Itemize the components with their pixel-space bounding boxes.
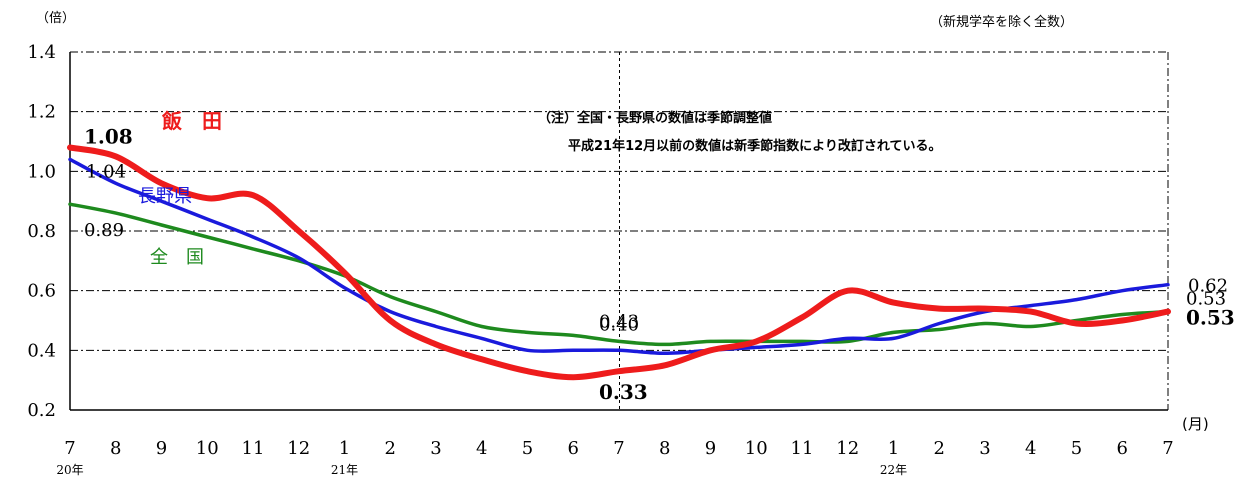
value-labels: 1.081.040.890.430.400.330.620.530.53 <box>84 124 1235 404</box>
x-unit-label: (月) <box>1182 415 1209 433</box>
x-tick-label: 4 <box>476 438 487 459</box>
x-tick-label: 10 <box>745 438 768 459</box>
x-tick-label: 10 <box>196 438 219 459</box>
data-label: 0.53 <box>1186 306 1235 330</box>
legend-nagano: 長野県 <box>138 186 192 207</box>
year-label: 22年 <box>880 463 907 477</box>
x-tick-label: 7 <box>613 438 624 459</box>
x-tick-label: 6 <box>568 438 579 459</box>
data-label: 0.33 <box>599 380 648 404</box>
series-line-zenkoku <box>68 202 1170 347</box>
y-tick-label: 0.2 <box>27 400 56 421</box>
year-label: 21年 <box>331 463 358 477</box>
data-label: 1.04 <box>86 161 126 182</box>
x-tick-label: 6 <box>1117 438 1128 459</box>
data-label: 0.40 <box>599 314 639 335</box>
x-tick-label: 2 <box>385 438 396 459</box>
y-tick-label: 0.6 <box>27 281 56 302</box>
data-label: 0.89 <box>84 220 124 241</box>
legend-iida: 飯 田 <box>161 109 222 133</box>
data-label: 0.62 <box>1188 276 1228 297</box>
data-label: 0.43 <box>599 311 639 332</box>
axes <box>69 52 1169 411</box>
data-label: 1.08 <box>84 124 133 148</box>
x-tick-label: 9 <box>705 438 716 459</box>
x-tick-label: 11 <box>791 438 814 459</box>
y-tick-label: 1.0 <box>27 161 56 182</box>
note-line-2: 平成21年12月以前の数値は新季節指数により改訂されている。 <box>568 138 942 154</box>
x-tick-label: 7 <box>64 438 75 459</box>
x-tick-label: 1 <box>888 438 899 459</box>
y-tick-label: 1.4 <box>27 42 56 63</box>
y-tick-label: 0.8 <box>27 221 56 242</box>
legend-zenkoku: 全 国 <box>150 247 204 268</box>
x-tick-label: 12 <box>287 438 310 459</box>
x-tick-label: 12 <box>836 438 859 459</box>
series-lines <box>67 144 1171 381</box>
x-tick-label: 3 <box>979 438 990 459</box>
x-tick-label: 1 <box>339 438 350 459</box>
x-tick-label: 5 <box>522 438 533 459</box>
note-line-1: （注）全国・長野県の数値は季節調整値 <box>538 110 772 126</box>
x-tick-label: 11 <box>242 438 265 459</box>
x-tick-label: 3 <box>430 438 441 459</box>
y-tick-labels: 0.2 0.4 0.6 0.8 1.0 1.2 1.4 <box>27 42 56 421</box>
data-label: 0.53 <box>1186 289 1226 310</box>
x-tick-label: 8 <box>110 438 121 459</box>
x-tick-label: 8 <box>659 438 670 459</box>
x-tick-label: 7 <box>1162 438 1173 459</box>
x-tick-label: 4 <box>1025 438 1036 459</box>
corner-note: （新規学卒を除く全数） <box>930 14 1073 30</box>
y-unit-label: （倍） <box>36 11 75 26</box>
y-tick-label: 1.2 <box>27 102 56 123</box>
x-tick-label: 9 <box>156 438 167 459</box>
x-tick-label: 2 <box>934 438 945 459</box>
year-label: 20年 <box>56 463 83 477</box>
series-line-iida <box>67 144 1171 381</box>
x-tick-label: 5 <box>1071 438 1082 459</box>
y-tick-label: 0.4 <box>27 340 56 361</box>
